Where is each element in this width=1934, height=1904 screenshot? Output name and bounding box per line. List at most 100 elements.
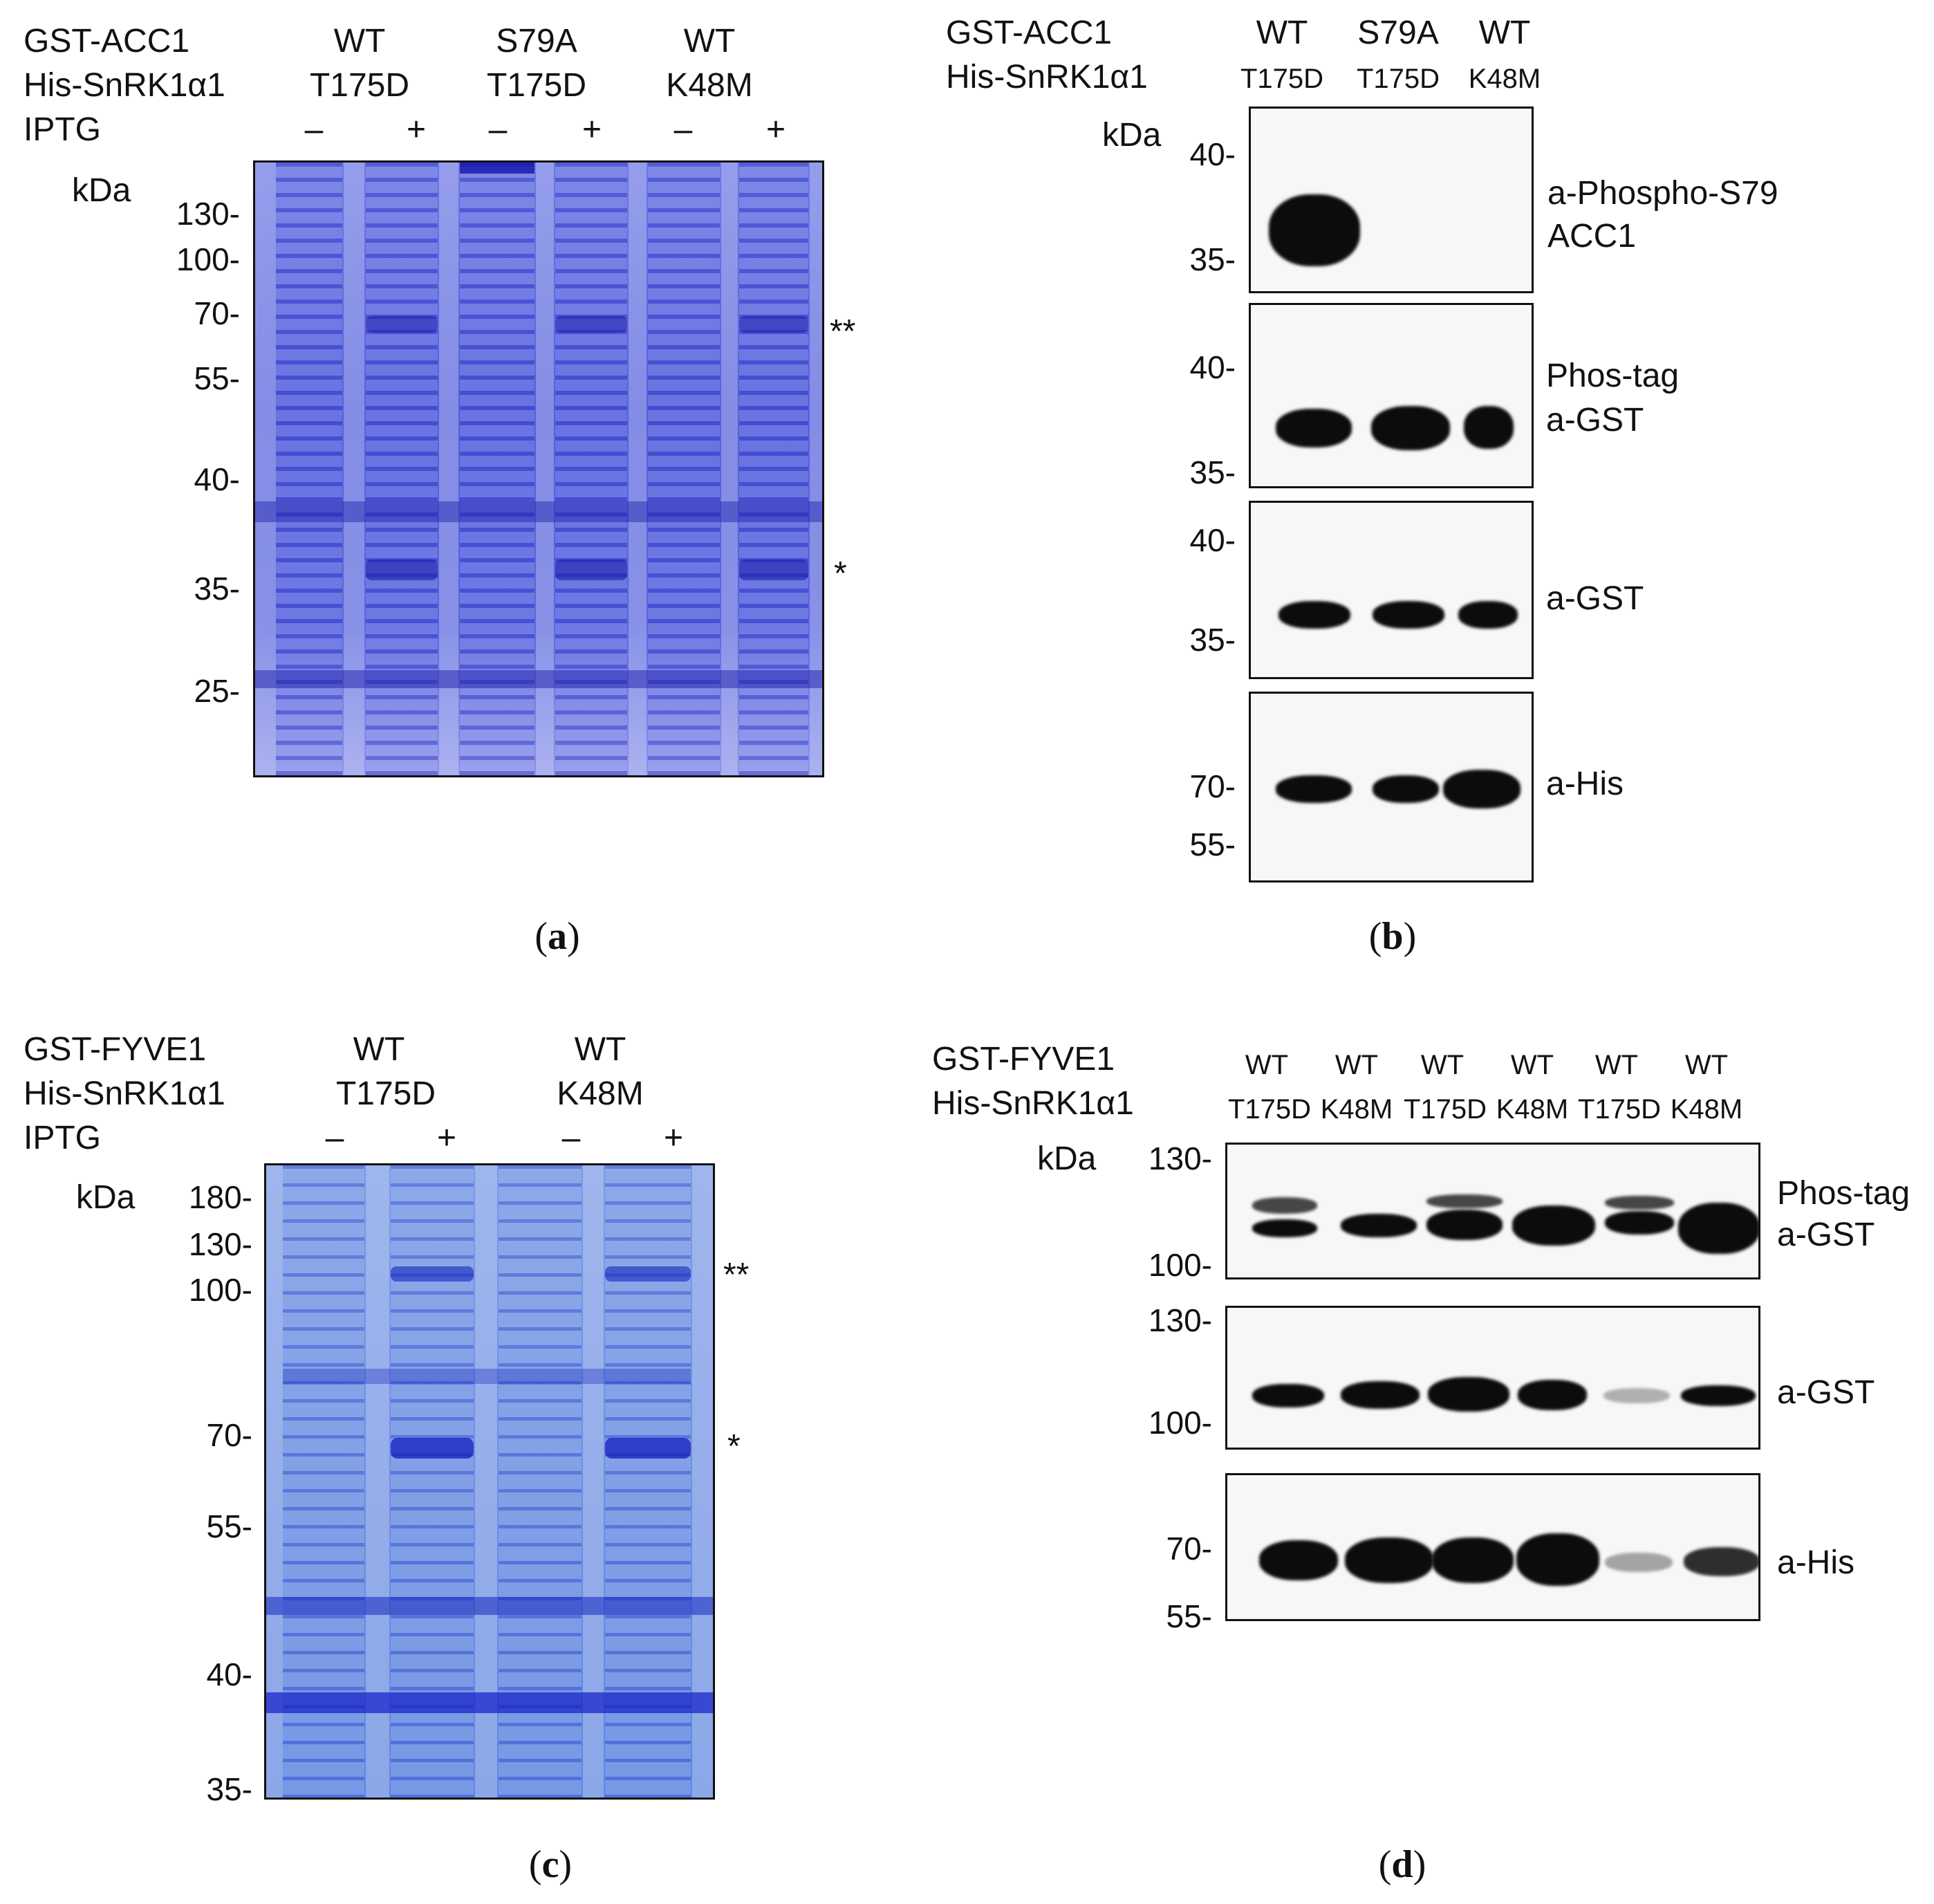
caption-d: (d) bbox=[1378, 1843, 1426, 1886]
blot-band bbox=[1269, 194, 1360, 266]
lane-3-bottom: T175D bbox=[1403, 1094, 1487, 1125]
row-label-iptg: IPTG bbox=[24, 1120, 102, 1156]
caption-b: (b) bbox=[1368, 915, 1417, 958]
row-label-his-snrk1: His-SnRK1α1 bbox=[24, 1075, 225, 1112]
group-2-bottom: K48M bbox=[557, 1075, 644, 1112]
blot-band bbox=[1279, 601, 1350, 629]
blot-band bbox=[1516, 1533, 1599, 1586]
lane-5-bottom: T175D bbox=[1577, 1094, 1662, 1125]
marker-100: 100- bbox=[188, 1272, 252, 1308]
blot-band bbox=[1512, 1205, 1595, 1246]
group-1-top: WT bbox=[1256, 15, 1308, 51]
lane-6-bottom: K48M bbox=[1670, 1094, 1743, 1125]
blot-band bbox=[1678, 1203, 1758, 1254]
blot-3-marker-40: 40- bbox=[1189, 522, 1236, 558]
western-blot-phos-tag-gst bbox=[1225, 1143, 1760, 1279]
blot-band bbox=[1276, 775, 1352, 803]
lane-1-top: WT bbox=[1245, 1050, 1289, 1080]
blot-3-label-line-1: a-GST bbox=[1546, 580, 1644, 617]
group-2-top: S79A bbox=[496, 23, 577, 59]
blot-1-marker-40: 40- bbox=[1189, 136, 1236, 172]
marker-55: 55- bbox=[206, 1508, 252, 1544]
iptg-lane-2: + bbox=[406, 111, 427, 148]
coomassie-gel-a bbox=[253, 160, 824, 777]
blot-band bbox=[1603, 1388, 1670, 1403]
kda-label: kDa bbox=[1102, 117, 1162, 154]
row-label-gst-acc1: GST-ACC1 bbox=[24, 23, 190, 59]
western-blot-his bbox=[1249, 692, 1534, 882]
blot-band bbox=[1426, 1210, 1503, 1240]
lane-4-bottom: K48M bbox=[1496, 1094, 1569, 1125]
lane-5-top: WT bbox=[1594, 1050, 1639, 1080]
row-label-his-snrk1: His-SnRK1α1 bbox=[932, 1085, 1134, 1122]
marker-35: 35- bbox=[194, 571, 240, 607]
blot-3-marker-70: 70- bbox=[1166, 1531, 1212, 1566]
group-3-bottom: K48M bbox=[666, 67, 753, 104]
group-3-bottom: K48M bbox=[1468, 64, 1541, 94]
blot-band bbox=[1605, 1196, 1674, 1210]
blot-band bbox=[1518, 1380, 1587, 1410]
blot-4-marker-70: 70- bbox=[1189, 768, 1236, 804]
iptg-lane-5: – bbox=[673, 111, 693, 148]
group-1-top: WT bbox=[353, 1031, 405, 1068]
blot-band bbox=[1373, 601, 1444, 629]
marker-40: 40- bbox=[194, 461, 240, 497]
marker-25: 25- bbox=[194, 673, 240, 709]
group-1-bottom: T175D bbox=[1240, 64, 1324, 94]
blot-3-label-line-1: a-His bbox=[1777, 1544, 1855, 1581]
blot-3-marker-55: 55- bbox=[1166, 1598, 1212, 1634]
group-2-bottom: T175D bbox=[486, 67, 587, 104]
blot-1-label-line-2: a-GST bbox=[1777, 1217, 1875, 1253]
blot-band bbox=[1252, 1197, 1317, 1214]
western-blot-phospho-s79 bbox=[1249, 107, 1534, 293]
kda-label: kDa bbox=[1037, 1140, 1097, 1177]
row-label-his-snrk1: His-SnRK1α1 bbox=[24, 67, 225, 104]
marker-55: 55- bbox=[194, 360, 240, 396]
blot-band bbox=[1605, 1553, 1673, 1572]
caption-a: (a) bbox=[534, 915, 580, 958]
western-blot-his bbox=[1225, 1473, 1760, 1621]
western-blot-phos-tag-gst bbox=[1249, 303, 1534, 488]
iptg-lane-2: + bbox=[436, 1120, 457, 1156]
blot-2-marker-35: 35- bbox=[1189, 454, 1236, 490]
kda-label: kDa bbox=[76, 1179, 136, 1216]
western-blot-gst bbox=[1225, 1306, 1760, 1450]
iptg-lane-1: – bbox=[325, 1120, 344, 1156]
blot-band bbox=[1341, 1381, 1420, 1409]
coomassie-gel-c bbox=[264, 1163, 715, 1800]
marker-130: 130- bbox=[176, 196, 240, 232]
marker-40: 40- bbox=[206, 1656, 252, 1692]
blot-1-label-line-1: a-Phospho-S79 bbox=[1547, 175, 1778, 212]
marker-70: 70- bbox=[206, 1417, 252, 1453]
blot-2-label-line-1: Phos-tag bbox=[1546, 358, 1680, 394]
blot-band bbox=[1432, 1537, 1514, 1583]
blot-1-marker-100: 100- bbox=[1148, 1247, 1212, 1283]
group-3-top: WT bbox=[1478, 15, 1531, 51]
blot-band bbox=[1345, 1537, 1433, 1583]
lane-1-bottom: T175D bbox=[1227, 1094, 1312, 1125]
blot-2-label-line-2: a-GST bbox=[1546, 402, 1644, 438]
lane-2-top: WT bbox=[1335, 1050, 1379, 1080]
gel-lane bbox=[499, 1165, 582, 1797]
caption-c: (c) bbox=[528, 1843, 573, 1886]
lane-4-top: WT bbox=[1510, 1050, 1554, 1080]
annotation-asterisk: * bbox=[834, 555, 847, 592]
marker-70: 70- bbox=[194, 295, 240, 331]
blot-1-marker-35: 35- bbox=[1189, 241, 1236, 277]
blot-2-label-line-1: a-GST bbox=[1777, 1374, 1875, 1411]
row-label-gst-fyve1: GST-FYVE1 bbox=[24, 1031, 207, 1068]
iptg-lane-4: + bbox=[582, 111, 602, 148]
blot-band bbox=[1464, 406, 1514, 449]
iptg-lane-3: – bbox=[488, 111, 508, 148]
blot-3-marker-35: 35- bbox=[1189, 622, 1236, 658]
blot-band bbox=[1371, 406, 1450, 450]
annotation-double-asterisk: ** bbox=[830, 313, 856, 350]
iptg-lane-1: – bbox=[304, 111, 324, 148]
marker-35: 35- bbox=[206, 1771, 252, 1807]
gel-lane bbox=[283, 1165, 364, 1797]
group-2-bottom: T175D bbox=[1356, 64, 1440, 94]
row-label-iptg: IPTG bbox=[24, 111, 102, 148]
row-label-his-snrk1: His-SnRK1α1 bbox=[946, 59, 1148, 95]
blot-2-marker-40: 40- bbox=[1189, 349, 1236, 385]
blot-band bbox=[1684, 1547, 1758, 1576]
